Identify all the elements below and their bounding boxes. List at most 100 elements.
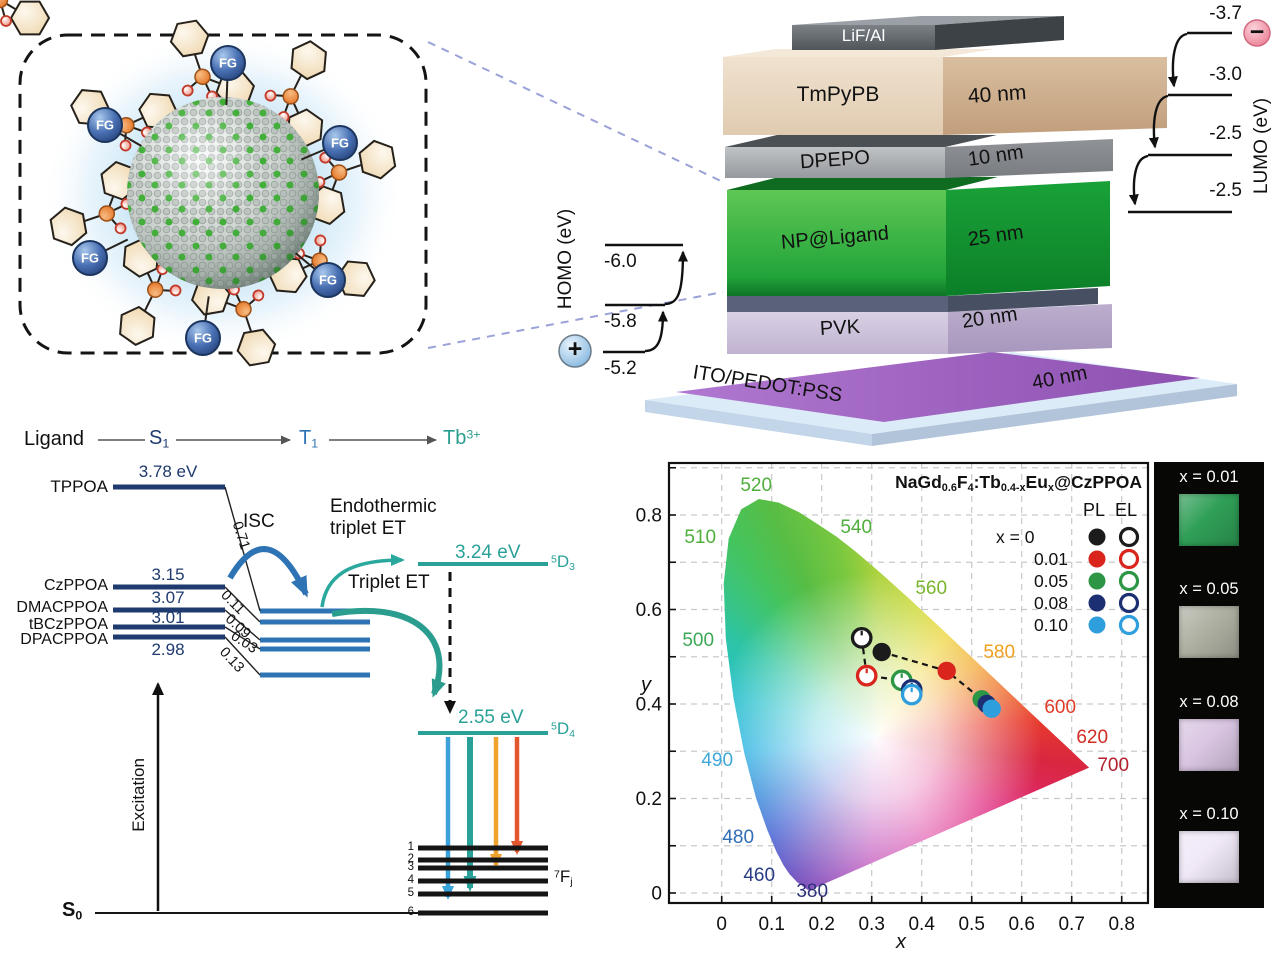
point-pl-0.01	[937, 661, 956, 681]
d3-term: 5D3	[551, 552, 575, 573]
d4-energy: 2.55 eV	[458, 707, 524, 728]
homo-level-1: -5.8	[604, 311, 637, 332]
f-level-4: 4	[407, 874, 414, 886]
electron-carrier-circle	[1243, 19, 1271, 47]
layer-tmpypb	[723, 57, 943, 135]
energy-header-t1: T1	[299, 427, 319, 451]
zoom-connector-top	[427, 41, 724, 183]
fg-circle	[322, 125, 358, 161]
x-tick-label: 0.4	[908, 914, 935, 935]
ligand-name-dpacppoa: DPACPPOA	[20, 631, 108, 648]
energy-header-s1: S1	[149, 427, 170, 451]
s1-energy-tbczppoa: 3.01	[151, 608, 185, 627]
dashed-zoom-box	[18, 33, 428, 355]
x-tick-label: 0.2	[808, 914, 834, 935]
fg-circle	[185, 320, 221, 356]
legend-el-swatch	[1118, 570, 1140, 592]
fg-circle	[310, 262, 346, 298]
endothermic-label-2: triplet ET	[330, 518, 407, 539]
fg-label: FG	[319, 273, 337, 288]
f-level-5: 5	[407, 887, 414, 899]
fg-circle	[210, 45, 246, 81]
isc-arrow	[227, 546, 309, 598]
homo-ladder-art	[558, 243, 688, 368]
photo-label-2: x = 0.05	[1179, 580, 1239, 599]
ligand-name-tppoa: TPPOA	[50, 477, 108, 496]
energy-diagram-art	[95, 435, 548, 916]
layer-lifal	[792, 25, 935, 50]
triplet-et-arrow	[331, 607, 446, 698]
fg-label: FG	[96, 118, 114, 133]
s0-label: S0	[62, 899, 83, 923]
d4-term: 5D4	[551, 719, 575, 740]
layer-pedot-purple	[676, 352, 1200, 422]
photo-device-3	[1179, 718, 1239, 771]
series-line-pl	[881, 650, 993, 710]
y-tick-label: 0.4	[636, 695, 663, 716]
wavelength-label-560: 560	[915, 578, 947, 599]
wavelength-label-500: 500	[682, 630, 714, 651]
s1-energy-dmacppoa: 3.07	[151, 588, 185, 607]
wavelength-label-620: 620	[1076, 727, 1108, 748]
photo-label-1: x = 0.01	[1179, 468, 1239, 486]
fg-label: FG	[81, 251, 99, 266]
s1-energy-dpacppoa: 2.98	[151, 640, 185, 659]
point-pl-0.10	[982, 699, 1001, 718]
wavelength-label-380: 380	[796, 881, 828, 902]
lumo-level-1: -3.0	[1209, 64, 1242, 85]
legend-row-label: 0.05	[1034, 571, 1068, 591]
legend-el-swatch	[1118, 614, 1140, 636]
legend-col-el: EL	[1115, 500, 1138, 520]
legend-row-label: 0.10	[1034, 615, 1068, 635]
x-tick-label: 0.7	[1058, 914, 1084, 935]
lumo-level-3: -2.5	[1209, 180, 1242, 201]
f-level-6: 6	[407, 906, 414, 918]
ligand-name-czppoa: CzPPOA	[43, 577, 108, 594]
energy-header-ligand: Ligand	[24, 428, 85, 450]
photo-label-4: x = 0.10	[1179, 805, 1239, 824]
fg-badges: FG FG FG FG FG FG	[72, 45, 358, 356]
point-pl-0	[872, 642, 891, 662]
photo-device-1	[1179, 494, 1239, 546]
y-tick-label: 0.8	[636, 506, 662, 527]
homo-level-2: -5.2	[604, 358, 637, 379]
photo-device-2	[1179, 606, 1239, 659]
cie-xlabel: x	[896, 931, 906, 953]
point-el-0.01	[855, 664, 878, 687]
wavelength-label-510: 510	[684, 527, 716, 548]
device-stack-art	[645, 16, 1237, 446]
legend-el-swatch	[1118, 526, 1140, 548]
legend-pl-swatch	[1088, 528, 1106, 546]
layer-label-tmpypb: TmPyPB	[796, 83, 880, 106]
ligand-name-dmacppoa: DMACPPOA	[16, 599, 108, 616]
el-photo-strip: x = 0.01 x = 0.05 x = 0.08 x = 0.10	[1154, 462, 1264, 908]
fg-label: FG	[194, 331, 212, 346]
layer-npligand	[727, 190, 946, 296]
point-el-0	[850, 626, 873, 649]
layer-label-lifal: LiF/Al	[841, 26, 886, 45]
endothermic-label-1: Endothermic	[330, 496, 437, 517]
x-tick-label: 0.8	[1108, 914, 1134, 935]
ligand-name-tbczppoa: tBCzPPOA	[28, 616, 108, 633]
lumo-level-0: -3.7	[1209, 3, 1242, 24]
excitation-label: Excitation	[129, 758, 149, 832]
homo-axis-label: HOMO (eV)	[555, 208, 577, 310]
legend-row-label: 0.08	[1034, 593, 1068, 613]
f-level-3: 3	[407, 861, 414, 873]
cie-title: NaGd0.6F4:Tb0.4-xEux@CzPPOA	[895, 472, 1142, 495]
point-el-0.10	[900, 683, 923, 706]
f-term: 7Fj	[554, 867, 573, 888]
homo-level-0: -6.0	[604, 251, 637, 272]
s1-energy-tppoa: 3.78 eV	[138, 462, 198, 481]
legend-pl-swatch	[1088, 550, 1106, 568]
wavelength-label-540: 540	[840, 517, 872, 538]
isc-label: ISC	[243, 511, 275, 532]
photo-label-3: x = 0.08	[1179, 692, 1239, 711]
fg-circle	[87, 107, 123, 143]
nanoparticle-panel-art: FG FG FG FG FG FG	[0, 0, 724, 375]
legend-pl-swatch	[1088, 616, 1106, 634]
fg-label: FG	[331, 136, 349, 151]
lumo-axis-label: LUMO (eV)	[1251, 97, 1273, 195]
